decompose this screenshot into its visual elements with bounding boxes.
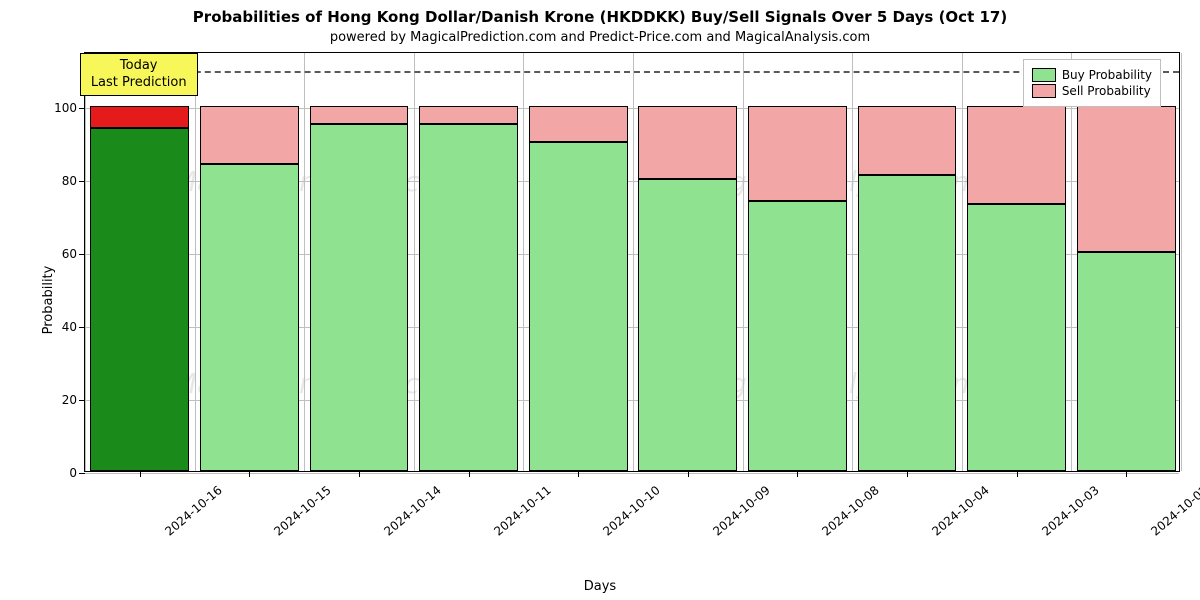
x-tick bbox=[907, 471, 908, 477]
x-tick-label: 2024-10-04 bbox=[929, 483, 991, 539]
x-axis-label: Days bbox=[0, 579, 1200, 594]
x-tick bbox=[469, 471, 470, 477]
buy-bar bbox=[90, 128, 189, 471]
x-tick-label: 2024-10-16 bbox=[162, 483, 224, 539]
y-tick-label: 0 bbox=[69, 466, 85, 480]
legend-item: Sell Probability bbox=[1032, 84, 1152, 98]
sell-bar bbox=[419, 106, 518, 124]
buy-bar bbox=[310, 124, 409, 471]
bar-group bbox=[858, 51, 957, 471]
chart-figure: Probabilities of Hong Kong Dollar/Danish… bbox=[0, 0, 1200, 600]
sell-bar bbox=[529, 106, 628, 143]
chart-subtitle: powered by MagicalPrediction.com and Pre… bbox=[0, 30, 1200, 45]
buy-bar bbox=[529, 142, 628, 471]
x-tick bbox=[688, 471, 689, 477]
sell-bar bbox=[638, 106, 737, 179]
y-tick-label: 80 bbox=[62, 174, 85, 188]
x-tick bbox=[140, 471, 141, 477]
legend-label: Buy Probability bbox=[1062, 68, 1152, 82]
buy-bar bbox=[419, 124, 518, 471]
x-tick-label: 2024-10-08 bbox=[820, 483, 882, 539]
x-tick-label: 2024-10-03 bbox=[1039, 483, 1101, 539]
annotation-line2: Last Prediction bbox=[91, 75, 187, 91]
legend-swatch bbox=[1032, 84, 1056, 98]
sell-bar bbox=[90, 106, 189, 128]
today-annotation: Today Last Prediction bbox=[80, 53, 198, 96]
bar-group bbox=[200, 51, 299, 471]
annotation-line1: Today bbox=[91, 58, 187, 74]
bar-group bbox=[419, 51, 518, 471]
y-tick-label: 40 bbox=[62, 320, 85, 334]
buy-bar bbox=[638, 179, 737, 471]
buy-bar bbox=[1077, 252, 1176, 471]
x-tick-label: 2024-10-02 bbox=[1149, 483, 1200, 539]
bar-group bbox=[748, 51, 847, 471]
y-tick-label: 100 bbox=[54, 101, 85, 115]
legend-label: Sell Probability bbox=[1062, 84, 1151, 98]
bar-group bbox=[310, 51, 409, 471]
x-tick bbox=[578, 471, 579, 477]
bar-group bbox=[90, 51, 189, 471]
x-tick bbox=[797, 471, 798, 477]
y-tick-label: 20 bbox=[62, 393, 85, 407]
x-tick bbox=[359, 471, 360, 477]
bars-container bbox=[85, 53, 1179, 471]
legend: Buy Probability Sell Probability bbox=[1023, 59, 1161, 107]
bar-group bbox=[529, 51, 628, 471]
buy-bar bbox=[967, 204, 1066, 471]
x-tick bbox=[1126, 471, 1127, 477]
sell-bar bbox=[748, 106, 847, 201]
y-tick-label: 60 bbox=[62, 247, 85, 261]
vgrid-line bbox=[1181, 53, 1182, 471]
buy-bar bbox=[200, 164, 299, 471]
bar-group bbox=[967, 51, 1066, 471]
bar-group bbox=[638, 51, 737, 471]
x-tick-label: 2024-10-11 bbox=[491, 483, 553, 539]
sell-bar bbox=[858, 106, 957, 175]
buy-bar bbox=[748, 201, 847, 471]
chart-title: Probabilities of Hong Kong Dollar/Danish… bbox=[0, 8, 1200, 26]
plot-area: MagicalAnalysis.comMagicalAnalysis.comMa… bbox=[84, 52, 1180, 472]
x-tick bbox=[249, 471, 250, 477]
x-tick-label: 2024-10-09 bbox=[710, 483, 772, 539]
bar-group bbox=[1077, 51, 1176, 471]
y-axis-label: Probability bbox=[41, 266, 56, 335]
sell-bar bbox=[1077, 106, 1176, 252]
sell-bar bbox=[200, 106, 299, 164]
x-tick-label: 2024-10-14 bbox=[381, 483, 443, 539]
x-tick bbox=[1017, 471, 1018, 477]
legend-swatch bbox=[1032, 68, 1056, 82]
buy-bar bbox=[858, 175, 957, 471]
legend-item: Buy Probability bbox=[1032, 68, 1152, 82]
x-tick-label: 2024-10-15 bbox=[272, 483, 334, 539]
x-tick-label: 2024-10-10 bbox=[601, 483, 663, 539]
sell-bar bbox=[967, 106, 1066, 205]
sell-bar bbox=[310, 106, 409, 124]
